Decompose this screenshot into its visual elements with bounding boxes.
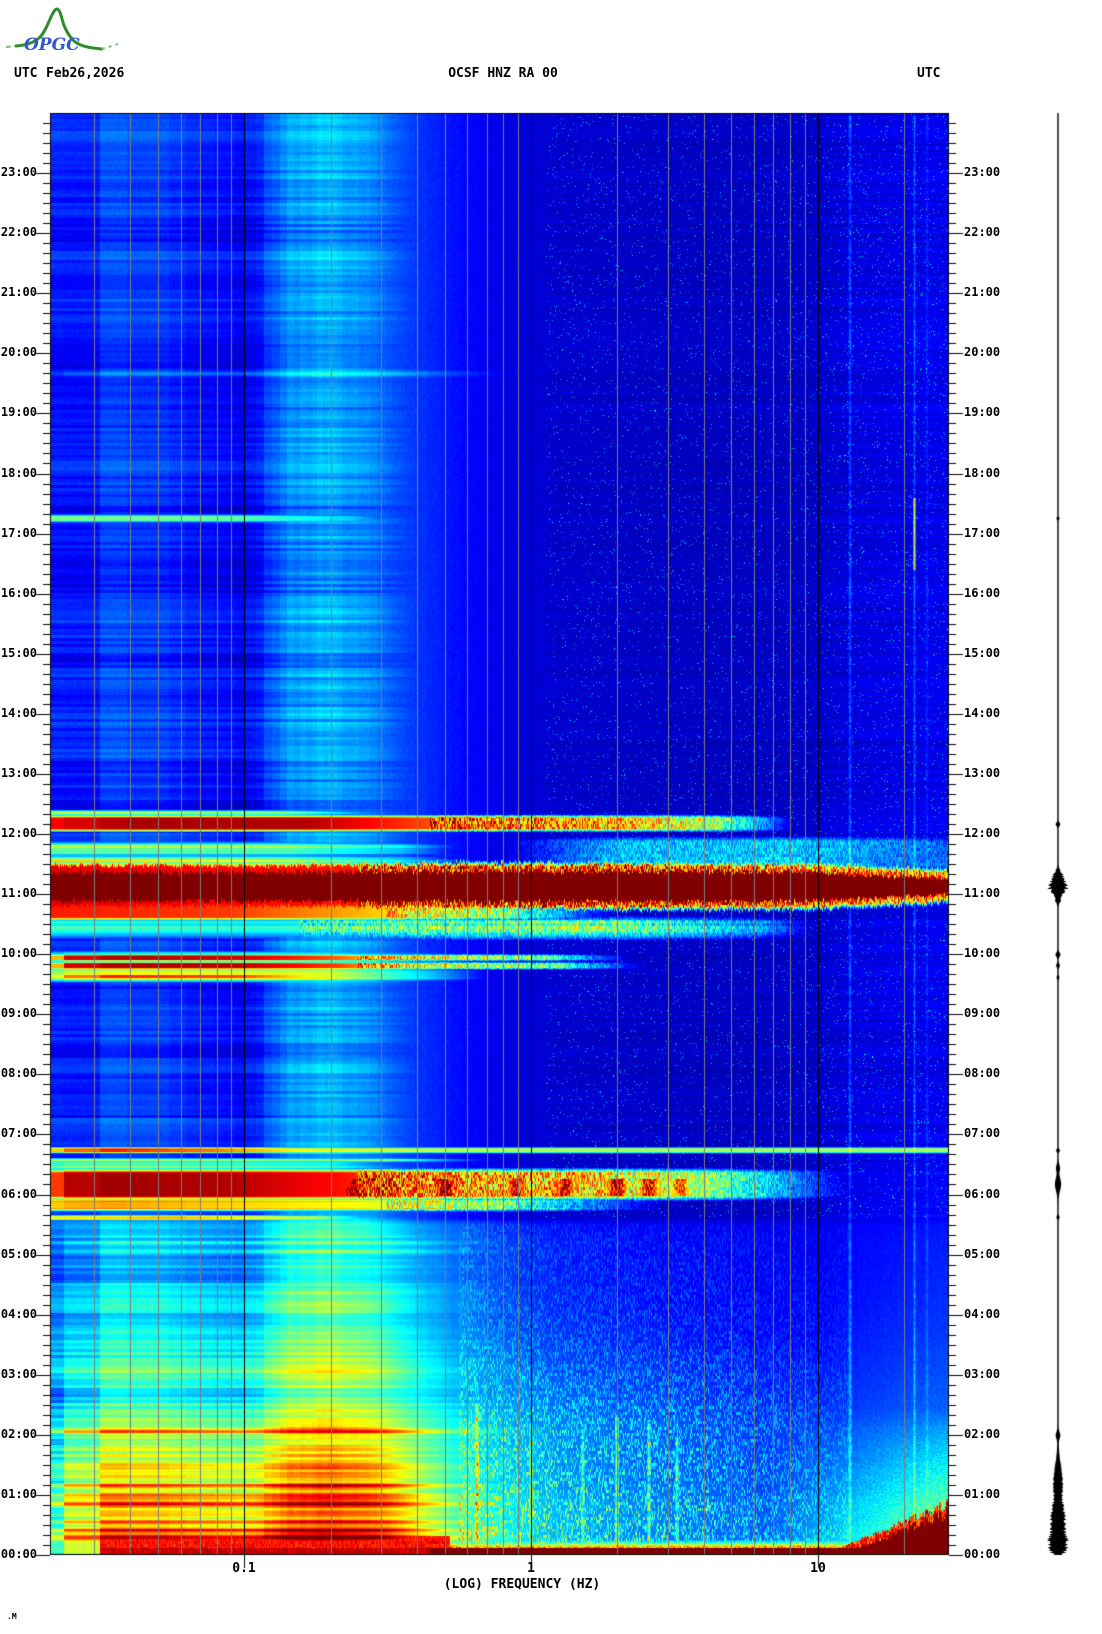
y-axis-label-right: 23:00 <box>964 165 1001 179</box>
y-axis-label-left: 01:00 <box>0 1487 37 1501</box>
y-axis-label-left: 20:00 <box>0 345 37 359</box>
y-axis-label-right: 01:00 <box>964 1487 1001 1501</box>
y-axis-label-left: 02:00 <box>0 1427 37 1441</box>
y-axis-label-right: 16:00 <box>964 586 1001 600</box>
y-axis-label-left: 06:00 <box>0 1187 37 1201</box>
header-date: Feb26,2026 <box>46 66 125 81</box>
y-axis-label-left: 19:00 <box>0 405 37 419</box>
y-axis-label-left: 10:00 <box>0 946 37 960</box>
y-axis-label-right: 14:00 <box>964 706 1001 720</box>
y-axis-label-left: 18:00 <box>0 466 37 480</box>
y-axis-label-right: 05:00 <box>964 1247 1001 1261</box>
x-axis-tick-label: 0.1 <box>232 1561 256 1576</box>
footer-mark: .M <box>7 1612 17 1621</box>
logo-curve-tail-left <box>5 45 17 48</box>
logo-mountain-curve <box>14 7 104 51</box>
y-axis-label-left: 22:00 <box>0 225 37 239</box>
page-title: OCSF HNZ RA 00 <box>448 66 558 81</box>
y-axis-label-right: 20:00 <box>964 345 1001 359</box>
y-axis-label-right: 21:00 <box>964 285 1001 299</box>
header-utc-right: UTC <box>917 66 941 81</box>
y-axis-label-left: 11:00 <box>0 886 37 900</box>
y-axis-label-left: 23:00 <box>0 165 37 179</box>
y-axis-label-left: 17:00 <box>0 526 37 540</box>
y-axis-label-right: 06:00 <box>964 1187 1001 1201</box>
y-axis-label-right: 03:00 <box>964 1367 1001 1381</box>
logo-text: OPGC <box>24 35 80 55</box>
y-axis-label-right: 00:00 <box>964 1547 1001 1561</box>
y-axis-label-left: 05:00 <box>0 1247 37 1261</box>
logo-curve-tail-right <box>101 43 119 50</box>
x-axis-tick-label: 1 <box>527 1561 535 1576</box>
y-axis-label-right: 17:00 <box>964 526 1001 540</box>
y-axis-label-right: 09:00 <box>964 1006 1001 1020</box>
y-axis-label-left: 00:00 <box>0 1547 37 1561</box>
y-axis-label-left: 15:00 <box>0 646 37 660</box>
y-axis-label-right: 22:00 <box>964 225 1001 239</box>
x-axis-tick-label: 10 <box>810 1561 826 1576</box>
y-axis-label-right: 07:00 <box>964 1126 1001 1140</box>
y-axis-label-right: 15:00 <box>964 646 1001 660</box>
y-axis-label-left: 09:00 <box>0 1006 37 1020</box>
y-axis-label-right: 18:00 <box>964 466 1001 480</box>
x-axis-title: (LOG) FREQUENCY (HZ) <box>443 1577 601 1592</box>
opgc-logo: OPGC <box>5 7 119 55</box>
y-axis-label-right: 10:00 <box>964 946 1001 960</box>
y-axis-label-left: 13:00 <box>0 766 37 780</box>
y-axis-label-left: 14:00 <box>0 706 37 720</box>
y-axis-label-right: 11:00 <box>964 886 1001 900</box>
y-axis-label-left: 07:00 <box>0 1126 37 1140</box>
y-axis-label-right: 04:00 <box>964 1307 1001 1321</box>
y-axis-label-right: 08:00 <box>964 1066 1001 1080</box>
y-axis-label-left: 21:00 <box>0 285 37 299</box>
y-axis-label-left: 12:00 <box>0 826 37 840</box>
y-axis-label-right: 13:00 <box>964 766 1001 780</box>
y-axis-label-left: 08:00 <box>0 1066 37 1080</box>
y-axis-label-left: 04:00 <box>0 1307 37 1321</box>
y-axis-label-right: 02:00 <box>964 1427 1001 1441</box>
header-utc-left: UTC <box>14 66 38 81</box>
y-axis-label-left: 03:00 <box>0 1367 37 1381</box>
y-axis-label-right: 12:00 <box>964 826 1001 840</box>
y-axis-label-right: 19:00 <box>964 405 1001 419</box>
y-axis-label-left: 16:00 <box>0 586 37 600</box>
